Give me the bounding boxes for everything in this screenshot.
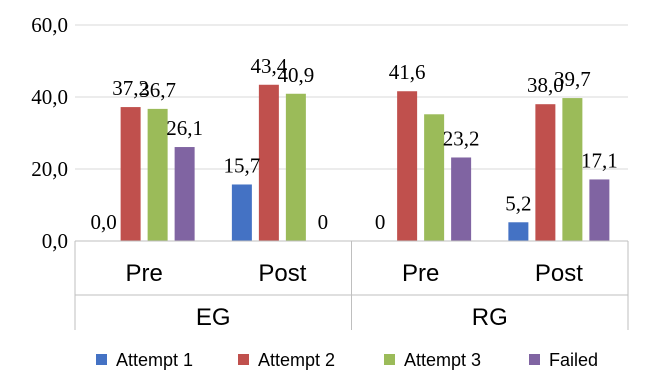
y-axis-ticks: 0,0 20,0 40,0 60,0 xyxy=(31,13,68,253)
y-tick-label: 0,0 xyxy=(42,229,68,253)
legend-entry: Attempt 1 xyxy=(116,350,193,370)
bar xyxy=(562,98,583,241)
data-labels: 0,0 15,7 0 5,2 37,2 43,4 41,6 38,0 36,7 40,9 39,7 2… xyxy=(91,54,618,234)
bar xyxy=(508,222,529,241)
data-label: 15,7 xyxy=(224,153,261,177)
data-label: 26,1 xyxy=(166,116,203,140)
x-category-label: Pre xyxy=(402,260,439,287)
y-tick-label: 40,0 xyxy=(31,85,68,109)
data-label: 39,7 xyxy=(554,67,591,91)
legend-swatch xyxy=(384,354,395,365)
legend-entry: Failed xyxy=(549,350,598,370)
bar xyxy=(231,184,252,241)
data-label: 40,9 xyxy=(278,63,315,87)
bars xyxy=(120,84,610,242)
bar xyxy=(535,104,556,241)
data-label: 23,2 xyxy=(443,126,480,150)
bar xyxy=(147,108,168,241)
bar xyxy=(174,147,195,241)
data-label: 43,4 xyxy=(251,54,288,78)
data-label: 41,6 xyxy=(389,60,426,84)
data-label: 5,2 xyxy=(505,191,531,215)
legend-swatch xyxy=(96,354,107,365)
x-group-label: EG xyxy=(196,304,231,331)
data-label: 0 xyxy=(375,210,386,234)
data-label: 17,1 xyxy=(581,148,618,172)
bar xyxy=(424,114,445,241)
legend-entry: Attempt 2 xyxy=(258,350,335,370)
bar xyxy=(451,157,472,241)
bar xyxy=(397,91,418,242)
legend: Attempt 1 Attempt 2 Attempt 3 Failed xyxy=(96,350,598,370)
bar xyxy=(285,93,306,241)
x-category-label: Post xyxy=(258,260,306,287)
x-group-label: RG xyxy=(472,304,508,331)
legend-swatch xyxy=(238,354,249,365)
x-category-label: Post xyxy=(535,260,583,287)
legend-swatch xyxy=(529,354,540,365)
bar xyxy=(589,179,610,241)
bar xyxy=(258,84,279,241)
bar xyxy=(120,107,141,241)
x-category-label: Pre xyxy=(125,260,162,287)
data-label: 0,0 xyxy=(91,210,117,234)
legend-entry: Attempt 3 xyxy=(404,350,481,370)
data-label: 37,2 xyxy=(112,76,149,100)
data-label: 0 xyxy=(318,210,329,234)
data-label: 36,7 xyxy=(139,78,176,102)
data-label: 38,0 xyxy=(527,73,564,97)
y-tick-label: 20,0 xyxy=(31,157,68,181)
y-tick-label: 60,0 xyxy=(31,13,68,37)
x-axis: Pre Post EG Pre Post RG xyxy=(74,240,629,331)
